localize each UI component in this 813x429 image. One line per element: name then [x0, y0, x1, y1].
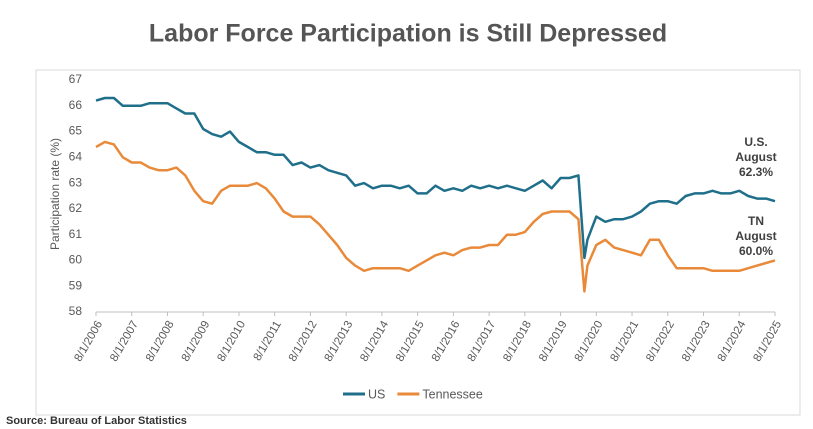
x-tick-label: 8/1/2011	[252, 319, 284, 363]
y-tick-label: 62	[69, 201, 83, 215]
x-tick-label: 8/1/2024	[716, 318, 749, 363]
series-line	[95, 96, 776, 260]
annotation: August	[735, 150, 776, 164]
source: Source: Bureau of Labor Statistics	[6, 415, 187, 427]
y-tick-label: 61	[69, 227, 83, 241]
y-tick-label: 59	[69, 278, 83, 292]
annotation: 60.0%	[739, 244, 773, 258]
annotation: 62.3%	[739, 165, 773, 179]
x-tick-label: 8/1/2006	[72, 319, 105, 364]
x-tick-label: 8/1/2020	[573, 319, 606, 364]
x-tick-label: 8/1/2018	[501, 319, 534, 364]
x-tick-label: 8/1/2016	[430, 319, 463, 364]
x-tick-label: 8/1/2014	[358, 318, 391, 363]
annotation: U.S.	[744, 135, 767, 149]
x-tick-label: 8/1/2015	[394, 319, 427, 364]
y-tick-label: 60	[69, 253, 83, 267]
y-tick-label: 58	[69, 304, 83, 318]
y-axis-label: Participation rate (%)	[48, 138, 62, 250]
x-tick-label: 8/1/2012	[287, 319, 320, 364]
y-tick-label: 64	[69, 150, 83, 164]
x-tick-label: 8/1/2008	[144, 319, 177, 364]
y-tick-label: 66	[69, 98, 83, 112]
x-tick-label: 8/1/2017	[466, 319, 499, 364]
y-tick-label: 67	[69, 72, 83, 86]
y-tick-label: 63	[69, 175, 83, 189]
chart-title: Labor Force Participation is Still Depre…	[149, 20, 667, 48]
series-line	[95, 140, 776, 293]
x-tick-label: 8/1/2009	[180, 319, 213, 364]
y-tick-label: 65	[69, 124, 83, 138]
x-tick-label: 8/1/2022	[644, 319, 677, 364]
legend-label: US	[368, 387, 385, 401]
annotation: August	[735, 229, 776, 243]
x-tick-label: 8/1/2010	[215, 319, 248, 364]
x-tick-label: 8/1/2019	[537, 319, 570, 364]
x-tick-label: 8/1/2025	[751, 319, 784, 364]
annotation: TN	[748, 214, 764, 228]
x-tick-label: 8/1/2007	[108, 319, 141, 364]
legend-label: Tennessee	[422, 387, 483, 401]
plot-frame	[35, 69, 801, 416]
x-tick-label: 8/1/2023	[680, 319, 713, 364]
x-tick-label: 8/1/2021	[609, 319, 642, 364]
x-tick-label: 8/1/2013	[323, 319, 356, 364]
